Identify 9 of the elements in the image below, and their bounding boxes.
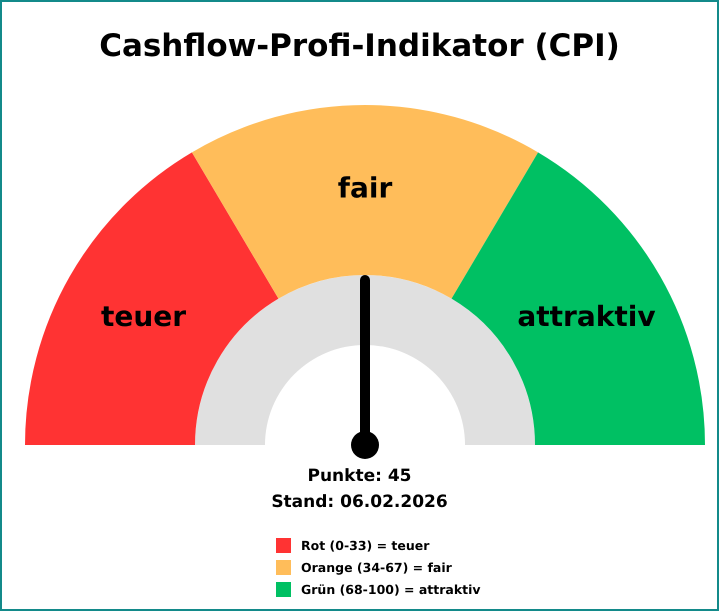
slice-label: attraktiv — [517, 300, 656, 333]
chart-title: Cashflow-Profi-Indikator (CPI) — [98, 28, 621, 64]
text: Punkte: 45 — [306, 465, 412, 488]
slice-label: fair — [338, 171, 392, 204]
slice-label: teuer — [100, 300, 186, 333]
text: Rot (0-33) = teuer — [301, 538, 430, 552]
text: Stand: 06.02.2026 — [270, 491, 449, 514]
text: Grün (68-100) = attraktiv — [301, 582, 481, 596]
text: Orange (34-67) = fair — [301, 560, 452, 574]
